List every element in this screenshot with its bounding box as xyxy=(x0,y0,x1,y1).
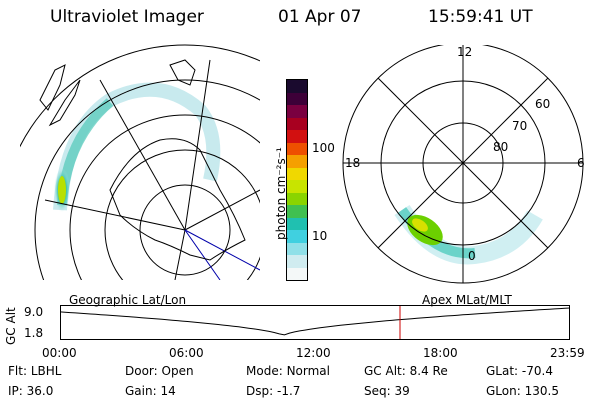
field-mode: Mode: Normal xyxy=(246,364,330,378)
field-seq-value: 39 xyxy=(394,384,410,398)
field-seq: Seq: 39 xyxy=(364,384,410,398)
field-dsp-value: -1.7 xyxy=(276,384,301,398)
colorbar-tick-100: 100 xyxy=(312,141,335,155)
colorbar-band xyxy=(287,117,307,130)
mlt-label-18: 18 xyxy=(345,156,361,170)
field-ip-value: 36.0 xyxy=(26,384,54,398)
field-flt: Flt: LBHL xyxy=(8,364,62,378)
timeline-x-tick-2359: 23:59 xyxy=(550,346,585,360)
mlt-label-6: 6 xyxy=(577,156,585,170)
colorbar-band xyxy=(287,267,307,280)
colorbar-band xyxy=(287,130,307,143)
polar-mlat-mlt-plot xyxy=(342,45,584,284)
field-glat-value: -70.4 xyxy=(521,364,553,378)
timeline-right-label: Apex MLat/MLT xyxy=(422,293,512,307)
colorbar-band xyxy=(287,142,307,155)
mlt-label-12: 12 xyxy=(457,45,473,59)
colorbar-band xyxy=(287,92,307,105)
field-door: Door: Open xyxy=(125,364,194,378)
field-gc-alt-value: 8.4 Re xyxy=(409,364,448,378)
timeline-x-tick-1200: 12:00 xyxy=(296,346,331,360)
colorbar-band xyxy=(287,80,307,93)
field-gc-alt: GC Alt: 8.4 Re xyxy=(364,364,448,378)
colorbar-band xyxy=(287,167,307,180)
field-ip: IP: 36.0 xyxy=(8,384,54,398)
timeline-left-label: Geographic Lat/Lon xyxy=(69,293,187,307)
colorbar xyxy=(286,79,308,281)
lat-label-80: 80 xyxy=(493,140,509,154)
timeline-y-tick-low: 1.8 xyxy=(24,326,44,340)
colorbar-band xyxy=(287,230,307,243)
field-glon: GLon: 130.5 xyxy=(486,384,559,398)
field-gain-value: 14 xyxy=(160,384,176,398)
timeline-x-tick-0000: 00:00 xyxy=(42,346,77,360)
geographic-image-panel xyxy=(20,44,260,280)
field-door-value: Open xyxy=(161,364,194,378)
colorbar-band xyxy=(287,105,307,118)
timeline-y-tick-high: 9.0 xyxy=(24,305,44,319)
observation-time: 15:59:41 UT xyxy=(428,7,533,27)
colorbar-tick-10: 10 xyxy=(312,229,328,243)
colorbar-band xyxy=(287,255,307,268)
observation-date: 01 Apr 07 xyxy=(278,7,362,27)
timeline-plot xyxy=(60,305,570,340)
lat-label-60: 60 xyxy=(535,97,551,111)
field-dsp: Dsp: -1.7 xyxy=(246,384,301,398)
field-gain: Gain: 14 xyxy=(125,384,176,398)
colorbar-band xyxy=(287,155,307,168)
colorbar-unit-label: photon cm⁻²s⁻¹ xyxy=(274,147,288,240)
timeline-axis-title: GC Alt xyxy=(4,307,18,345)
field-glon-value: 130.5 xyxy=(524,384,559,398)
colorbar-band xyxy=(287,192,307,205)
field-flt-value: LBHL xyxy=(30,364,62,378)
timeline-x-tick-0600: 06:00 xyxy=(169,346,204,360)
timeline-x-tick-1800: 18:00 xyxy=(423,346,458,360)
instrument-title: Ultraviolet Imager xyxy=(50,7,204,27)
altitude-curve xyxy=(60,307,570,336)
colorbar-band xyxy=(287,205,307,218)
colorbar-band xyxy=(287,217,307,230)
colorbar-band xyxy=(287,242,307,255)
colorbar-band xyxy=(287,180,307,193)
mlt-label-0: 0 xyxy=(468,249,476,263)
timeline-frame xyxy=(60,305,570,340)
field-mode-value: Normal xyxy=(286,364,330,378)
field-glat: GLat: -70.4 xyxy=(486,364,553,378)
lat-label-70: 70 xyxy=(512,119,528,133)
